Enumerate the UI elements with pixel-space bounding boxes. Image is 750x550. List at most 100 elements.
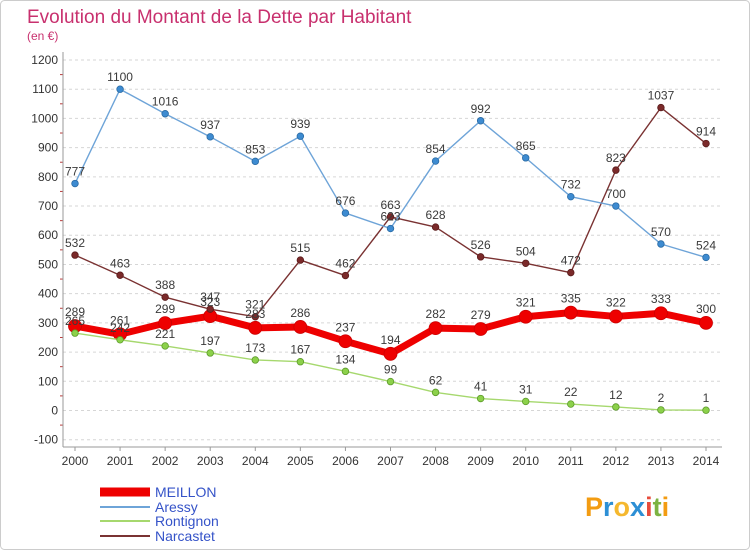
data-label-narcastet: 628 <box>426 208 446 222</box>
data-point-aressy <box>251 157 259 166</box>
data-label-narcastet: 504 <box>516 244 536 258</box>
data-label-meillon: 335 <box>561 292 581 306</box>
data-point-aressy <box>341 209 350 217</box>
data-point-meillon <box>428 321 443 336</box>
x-tick-label: 2014 <box>693 454 720 468</box>
data-point-meillon <box>383 346 398 361</box>
data-point-aressy <box>161 110 169 118</box>
data-point-aressy <box>612 202 620 210</box>
data-label-aressy: 777 <box>65 165 85 179</box>
x-tick-label: 2011 <box>558 454 584 468</box>
data-point-aressy <box>296 132 305 140</box>
y-tick-label: 100 <box>38 374 58 388</box>
x-tick-label: 2012 <box>603 454 630 468</box>
data-label-rontignon: 99 <box>384 363 398 377</box>
data-point-aressy <box>476 117 485 125</box>
data-point-rontignon <box>522 397 530 406</box>
x-tick-label: 2004 <box>242 454 269 468</box>
data-label-aressy: 1016 <box>152 95 179 109</box>
y-tick-label: 900 <box>38 141 58 155</box>
data-label-aressy: 1100 <box>107 70 133 84</box>
data-label-narcastet: 462 <box>335 257 355 271</box>
data-point-meillon <box>248 320 263 335</box>
data-point-aressy <box>522 154 530 162</box>
data-point-narcastet <box>522 259 530 267</box>
logo-letter: P <box>585 492 603 522</box>
data-label-aressy: 854 <box>426 142 446 156</box>
data-label-meillon: 322 <box>606 295 626 309</box>
data-label-rontignon: 265 <box>65 314 85 328</box>
data-point-meillon <box>563 305 578 320</box>
data-point-narcastet <box>386 213 395 221</box>
x-tick-label: 2007 <box>377 454 404 468</box>
y-tick-label: 600 <box>38 228 58 242</box>
data-label-meillon: 286 <box>290 306 310 320</box>
data-point-rontignon <box>161 342 169 350</box>
data-label-narcastet: 914 <box>696 125 716 139</box>
data-label-rontignon: 1 <box>703 391 710 405</box>
data-label-aressy: 853 <box>245 142 265 156</box>
data-label-narcastet: 321 <box>245 298 265 312</box>
data-point-narcastet <box>296 256 305 264</box>
x-tick-label: 2010 <box>512 454 539 468</box>
data-label-narcastet: 515 <box>290 241 310 255</box>
data-point-aressy <box>386 224 395 233</box>
data-point-narcastet <box>161 293 169 301</box>
data-point-rontignon <box>71 329 79 337</box>
data-label-meillon: 299 <box>155 302 175 316</box>
data-point-rontignon <box>431 388 440 397</box>
data-point-meillon <box>338 334 353 349</box>
x-tick-label: 2001 <box>107 454 134 468</box>
logo-letter: i <box>662 492 670 522</box>
data-point-meillon <box>293 320 308 334</box>
data-label-narcastet: 1037 <box>648 89 675 103</box>
data-point-rontignon <box>612 403 620 411</box>
data-label-meillon: 261 <box>110 313 130 327</box>
y-tick-label: 200 <box>38 345 58 359</box>
series-group <box>68 85 713 414</box>
logo-letter: x <box>630 492 645 522</box>
y-tick-label: 1200 <box>31 53 58 67</box>
logo-letter: o <box>614 492 631 522</box>
data-point-narcastet <box>206 305 214 313</box>
data-point-meillon <box>699 315 713 330</box>
data-label-narcastet: 463 <box>110 256 130 270</box>
data-point-narcastet <box>702 139 710 148</box>
data-label-aressy: 524 <box>696 238 716 252</box>
x-tick-label: 2009 <box>467 454 494 468</box>
y-tick-label: 300 <box>38 316 58 330</box>
data-label-rontignon: 31 <box>519 382 533 396</box>
chart-title: Evolution du Montant de la Dette par Hab… <box>27 7 412 28</box>
data-point-rontignon <box>206 349 214 357</box>
data-label-meillon: 300 <box>696 302 716 316</box>
data-label-narcastet: 526 <box>471 238 491 252</box>
data-point-rontignon <box>567 400 575 408</box>
x-tick-label: 2008 <box>422 454 449 468</box>
data-point-rontignon <box>296 358 305 366</box>
data-point-rontignon <box>386 377 395 386</box>
data-point-meillon <box>518 309 533 324</box>
data-label-aressy: 992 <box>471 102 491 116</box>
data-label-meillon: 321 <box>516 296 536 310</box>
data-label-rontignon: 22 <box>564 385 578 399</box>
data-label-rontignon: 197 <box>200 334 220 348</box>
data-point-aressy <box>702 253 710 262</box>
data-point-narcastet <box>251 313 259 321</box>
data-label-aressy: 865 <box>516 139 536 153</box>
legend-label-narcastet: Narcastet <box>155 528 215 544</box>
data-label-aressy: 570 <box>651 225 671 239</box>
logo-letter: t <box>653 492 662 522</box>
data-point-aressy <box>657 240 665 248</box>
data-label-rontignon: 2 <box>658 391 665 405</box>
data-label-rontignon: 242 <box>110 321 130 335</box>
x-tick-label: 2002 <box>152 454 179 468</box>
data-label-meillon: 282 <box>426 307 446 321</box>
data-point-aressy <box>567 192 575 201</box>
logo-letter: i <box>645 492 653 522</box>
data-label-rontignon: 134 <box>335 352 355 366</box>
data-point-narcastet <box>431 223 440 231</box>
data-label-meillon: 237 <box>335 320 355 334</box>
data-point-narcastet <box>116 271 124 279</box>
data-label-aressy: 937 <box>200 118 220 132</box>
y-tick-label: 500 <box>38 257 58 271</box>
